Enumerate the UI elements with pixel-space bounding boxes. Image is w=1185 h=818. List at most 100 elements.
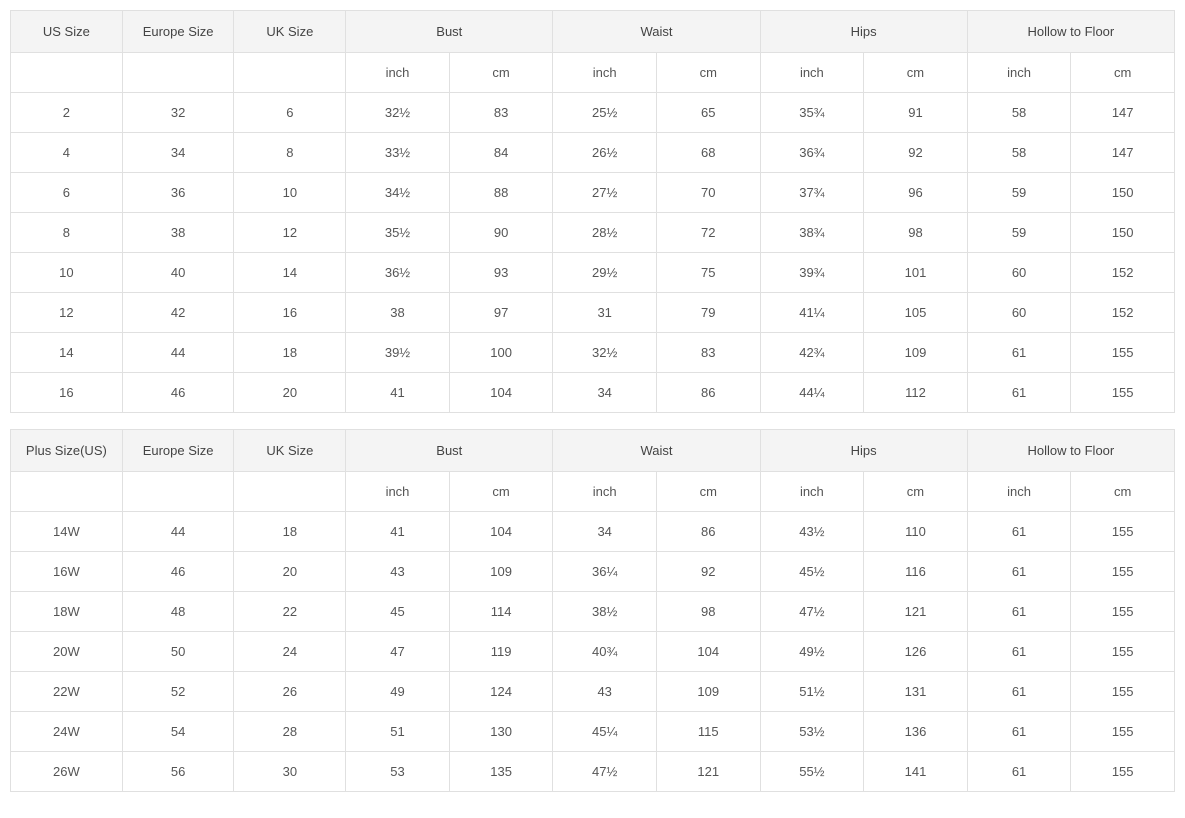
cell-hollow-floor-cm: 152 xyxy=(1071,293,1175,333)
data-body-plus: 14W441841104348643½1106115516W4620431093… xyxy=(11,512,1175,792)
cell-hips-cm: 121 xyxy=(864,592,968,632)
unit-inch: inch xyxy=(553,53,657,93)
col-hips: Hips xyxy=(760,11,967,53)
cell-bust-inch: 38 xyxy=(346,293,450,333)
table-row: 10401436½9329½7539¾10160152 xyxy=(11,253,1175,293)
table-row: 14W441841104348643½11061155 xyxy=(11,512,1175,552)
blank-cell xyxy=(234,472,346,512)
cell-waist-inch: 26½ xyxy=(553,133,657,173)
cell-uk-size: 24 xyxy=(234,632,346,672)
cell-hollow-floor-inch: 61 xyxy=(967,712,1071,752)
col-hollow-to-floor: Hollow to Floor xyxy=(967,430,1174,472)
cell-europe-size: 44 xyxy=(122,512,234,552)
cell-hips-cm: 101 xyxy=(864,253,968,293)
col-plus-size: Plus Size(US) xyxy=(11,430,123,472)
cell-hips-cm: 96 xyxy=(864,173,968,213)
cell-waist-cm: 83 xyxy=(656,333,760,373)
col-hips: Hips xyxy=(760,430,967,472)
cell-hips-cm: 98 xyxy=(864,213,968,253)
cell-bust-inch: 49 xyxy=(346,672,450,712)
cell-europe-size: 50 xyxy=(122,632,234,672)
cell-waist-cm: 72 xyxy=(656,213,760,253)
cell-waist-inch: 36¼ xyxy=(553,552,657,592)
col-hollow-to-floor: Hollow to Floor xyxy=(967,11,1174,53)
cell-bust-inch: 35½ xyxy=(346,213,450,253)
cell-uk-size: 16 xyxy=(234,293,346,333)
cell-bust-inch: 39½ xyxy=(346,333,450,373)
blank-cell xyxy=(11,53,123,93)
unit-cm: cm xyxy=(1071,472,1175,512)
unit-inch: inch xyxy=(553,472,657,512)
cell-hollow-floor-cm: 155 xyxy=(1071,592,1175,632)
cell-uk-size: 20 xyxy=(234,373,346,413)
cell-hollow-floor-cm: 155 xyxy=(1071,512,1175,552)
cell-europe-size: 46 xyxy=(122,552,234,592)
unit-cm: cm xyxy=(656,472,760,512)
cell-hips-cm: 126 xyxy=(864,632,968,672)
cell-hollow-floor-cm: 155 xyxy=(1071,632,1175,672)
cell-waist-cm: 75 xyxy=(656,253,760,293)
table-row: 18W48224511438½9847½12161155 xyxy=(11,592,1175,632)
table-row: 232632½8325½6535¾9158147 xyxy=(11,93,1175,133)
unit-cm: cm xyxy=(864,472,968,512)
table-row: 22W5226491244310951½13161155 xyxy=(11,672,1175,712)
cell-hollow-floor-cm: 155 xyxy=(1071,752,1175,792)
cell-hips-inch: 49½ xyxy=(760,632,864,672)
cell-europe-size: 54 xyxy=(122,712,234,752)
table-row: 434833½8426½6836¾9258147 xyxy=(11,133,1175,173)
col-waist: Waist xyxy=(553,11,760,53)
cell-hollow-floor-inch: 58 xyxy=(967,133,1071,173)
cell-hips-inch: 41¼ xyxy=(760,293,864,333)
cell-waist-inch: 25½ xyxy=(553,93,657,133)
col-uk-size: UK Size xyxy=(234,430,346,472)
header-row: US Size Europe Size UK Size Bust Waist H… xyxy=(11,11,1175,53)
size-chart-plus: Plus Size(US) Europe Size UK Size Bust W… xyxy=(10,429,1175,792)
cell-bust-cm: 135 xyxy=(449,752,553,792)
cell-europe-size: 44 xyxy=(122,333,234,373)
cell-hollow-floor-cm: 155 xyxy=(1071,712,1175,752)
cell-hips-inch: 35¾ xyxy=(760,93,864,133)
cell-bust-cm: 97 xyxy=(449,293,553,333)
size-chart-standard: US Size Europe Size UK Size Bust Waist H… xyxy=(10,10,1175,413)
table-row: 8381235½9028½7238¾9859150 xyxy=(11,213,1175,253)
unit-inch: inch xyxy=(346,53,450,93)
cell-hips-cm: 105 xyxy=(864,293,968,333)
col-bust: Bust xyxy=(346,11,553,53)
blank-cell xyxy=(122,53,234,93)
cell-bust-inch: 45 xyxy=(346,592,450,632)
unit-cm: cm xyxy=(449,472,553,512)
cell-hips-cm: 109 xyxy=(864,333,968,373)
cell-waist-inch: 34 xyxy=(553,373,657,413)
cell-bust-inch: 34½ xyxy=(346,173,450,213)
col-bust: Bust xyxy=(346,430,553,472)
cell-waist-cm: 70 xyxy=(656,173,760,213)
cell-hollow-floor-cm: 147 xyxy=(1071,93,1175,133)
cell-hollow-floor-inch: 61 xyxy=(967,512,1071,552)
cell-hollow-floor-inch: 61 xyxy=(967,672,1071,712)
cell-hips-cm: 112 xyxy=(864,373,968,413)
cell-bust-inch: 51 xyxy=(346,712,450,752)
cell-hollow-floor-cm: 152 xyxy=(1071,253,1175,293)
cell-waist-cm: 92 xyxy=(656,552,760,592)
cell-us-size: 10 xyxy=(11,253,123,293)
cell-waist-inch: 38½ xyxy=(553,592,657,632)
cell-uk-size: 18 xyxy=(234,333,346,373)
cell-us-size: 12 xyxy=(11,293,123,333)
cell-hips-inch: 45½ xyxy=(760,552,864,592)
cell-waist-cm: 86 xyxy=(656,512,760,552)
cell-waist-cm: 65 xyxy=(656,93,760,133)
cell-hips-inch: 37¾ xyxy=(760,173,864,213)
table-row: 14441839½10032½8342¾10961155 xyxy=(11,333,1175,373)
cell-bust-cm: 100 xyxy=(449,333,553,373)
cell-bust-inch: 43 xyxy=(346,552,450,592)
cell-europe-size: 52 xyxy=(122,672,234,712)
cell-hips-cm: 131 xyxy=(864,672,968,712)
cell-waist-cm: 86 xyxy=(656,373,760,413)
cell-waist-inch: 45¼ xyxy=(553,712,657,752)
cell-waist-cm: 79 xyxy=(656,293,760,333)
cell-hollow-floor-inch: 58 xyxy=(967,93,1071,133)
cell-europe-size: 36 xyxy=(122,173,234,213)
cell-us-size: 20W xyxy=(11,632,123,672)
blank-cell xyxy=(234,53,346,93)
cell-hollow-floor-inch: 61 xyxy=(967,333,1071,373)
